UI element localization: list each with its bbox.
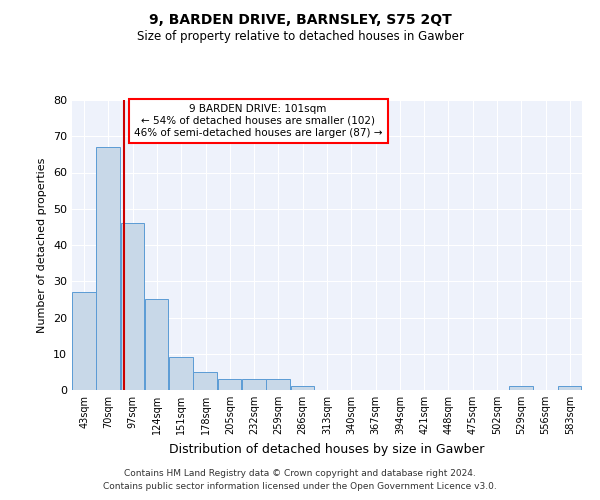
Bar <box>72 292 95 390</box>
Bar <box>509 386 533 390</box>
Bar <box>193 372 217 390</box>
Bar <box>242 379 266 390</box>
Bar <box>290 386 314 390</box>
Y-axis label: Number of detached properties: Number of detached properties <box>37 158 47 332</box>
Bar <box>121 223 144 390</box>
Text: Contains HM Land Registry data © Crown copyright and database right 2024.: Contains HM Land Registry data © Crown c… <box>124 468 476 477</box>
Bar <box>169 358 193 390</box>
Bar <box>96 147 120 390</box>
Text: Contains public sector information licensed under the Open Government Licence v3: Contains public sector information licen… <box>103 482 497 491</box>
Bar <box>145 300 169 390</box>
Bar <box>266 379 290 390</box>
Text: 9, BARDEN DRIVE, BARNSLEY, S75 2QT: 9, BARDEN DRIVE, BARNSLEY, S75 2QT <box>149 12 451 26</box>
X-axis label: Distribution of detached houses by size in Gawber: Distribution of detached houses by size … <box>169 442 485 456</box>
Text: Size of property relative to detached houses in Gawber: Size of property relative to detached ho… <box>137 30 463 43</box>
Text: 9 BARDEN DRIVE: 101sqm
← 54% of detached houses are smaller (102)
46% of semi-de: 9 BARDEN DRIVE: 101sqm ← 54% of detached… <box>134 104 382 138</box>
Bar <box>218 379 241 390</box>
Bar <box>558 386 581 390</box>
